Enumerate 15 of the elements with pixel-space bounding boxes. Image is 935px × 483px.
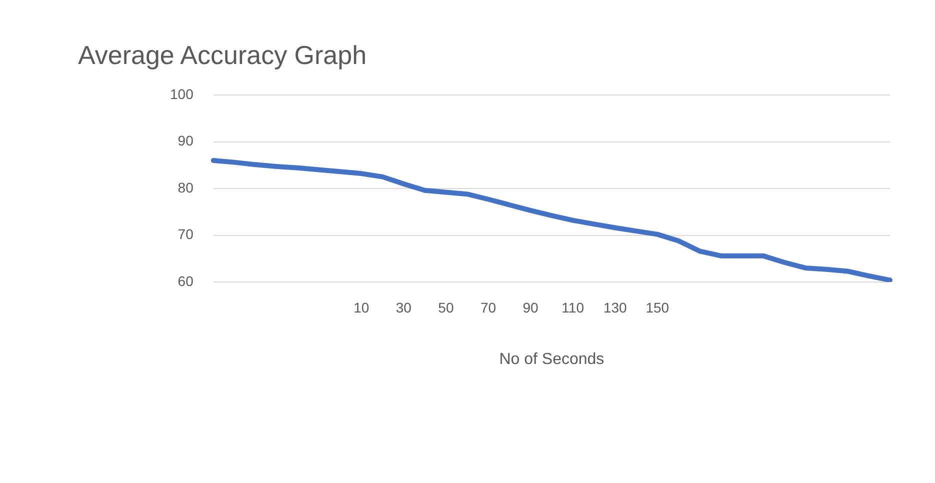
y-tick-label: 70 — [178, 226, 194, 242]
x-axis-title: No of Seconds — [499, 350, 604, 368]
x-tick-label: 30 — [396, 299, 412, 316]
y-tick-label: 80 — [178, 179, 194, 196]
y-tick-label: 90 — [178, 132, 194, 149]
x-tick-label: 70 — [480, 299, 496, 316]
x-tick-label: 130 — [603, 299, 628, 316]
chart-title: Average Accuracy Graph — [78, 40, 367, 71]
x-tick-label: 10 — [354, 299, 370, 316]
x-tick-label: 90 — [522, 299, 539, 316]
y-tick-label: 60 — [178, 272, 194, 289]
y-tick-label: 100 — [170, 86, 194, 102]
x-tick-label: 150 — [646, 299, 670, 316]
x-tick-label: 110 — [562, 299, 584, 316]
x-tick-label: 50 — [438, 299, 454, 316]
